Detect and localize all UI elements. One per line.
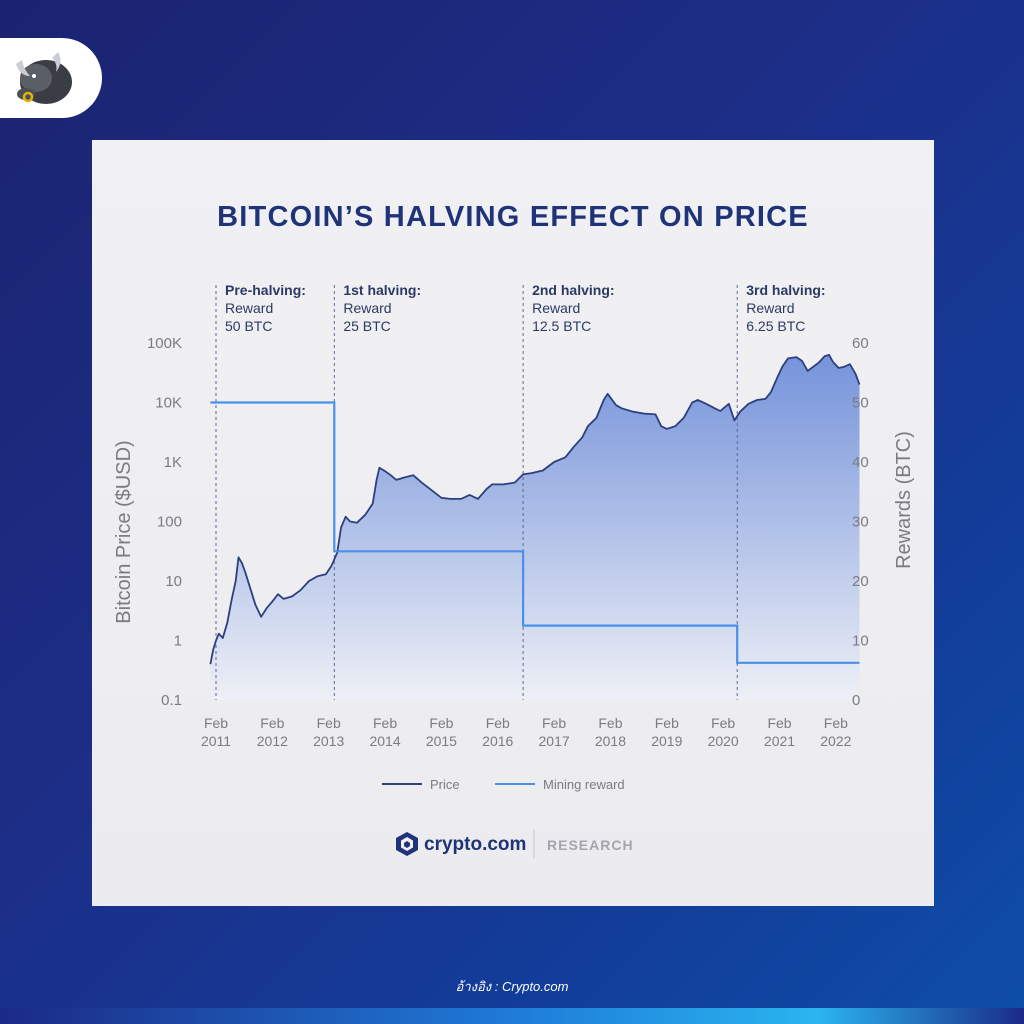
halving-label-amount-0: 50 BTC <box>225 318 272 334</box>
x-tick-month: Feb <box>260 715 284 731</box>
halving-label-title-1: 1st halving: <box>343 282 421 298</box>
halving-label-title-3: 3rd halving: <box>746 282 825 298</box>
halving-label-amount-3: 6.25 BTC <box>746 318 805 334</box>
price-area-fill <box>210 354 860 700</box>
y-tick-right: 30 <box>852 514 869 531</box>
y-tick-left: 10K <box>155 395 182 412</box>
x-tick-year: 2018 <box>595 733 626 749</box>
x-tick-year: 2016 <box>482 733 513 749</box>
bull-logo-icon <box>16 52 72 104</box>
x-tick-year: 2019 <box>651 733 682 749</box>
x-tick-month: Feb <box>598 715 622 731</box>
reference-caption: อ้างอิง : Crypto.com <box>455 979 569 994</box>
legend-price-label: Price <box>430 777 460 792</box>
y-tick-left: 1 <box>174 633 182 650</box>
y-axis-left-label: Bitcoin Price ($USD) <box>113 440 135 623</box>
y-tick-left: 10 <box>165 573 182 590</box>
x-tick-year: 2013 <box>313 733 344 749</box>
x-tick-month: Feb <box>824 715 848 731</box>
y-tick-right: 0 <box>852 692 860 709</box>
x-tick-month: Feb <box>317 715 341 731</box>
x-tick-year: 2017 <box>539 733 570 749</box>
x-tick-month: Feb <box>767 715 791 731</box>
halving-label-reward-1: Reward <box>343 300 391 316</box>
crypto-com-brand: crypto.com RESEARCH <box>396 830 634 858</box>
y-axis-right-label: Rewards (BTC) <box>893 431 915 569</box>
chart-legend: Price Mining reward <box>382 777 625 792</box>
x-tick-year: 2015 <box>426 733 457 749</box>
y-tick-right: 40 <box>852 454 869 471</box>
research-label: RESEARCH <box>547 837 634 853</box>
y-tick-left: 100 <box>157 514 182 531</box>
y-tick-left: 0.1 <box>161 692 182 709</box>
x-tick-year: 2012 <box>257 733 288 749</box>
crypto-com-logo-icon <box>396 832 418 856</box>
x-tick-year: 2021 <box>764 733 795 749</box>
x-tick-month: Feb <box>486 715 510 731</box>
y-tick-right: 60 <box>852 335 869 352</box>
price-line <box>209 354 861 665</box>
halving-label-title-0: Pre-halving: <box>225 282 306 298</box>
halving-label-title-2: 2nd halving: <box>532 282 614 298</box>
halving-label-reward-0: Reward <box>225 300 273 316</box>
x-tick-month: Feb <box>655 715 679 731</box>
y-tick-left: 100K <box>147 335 182 352</box>
y-tick-left: 1K <box>164 454 182 471</box>
halving-label-reward-3: Reward <box>746 300 794 316</box>
x-tick-year: 2022 <box>820 733 851 749</box>
x-tick-month: Feb <box>373 715 397 731</box>
x-tick-month: Feb <box>711 715 735 731</box>
y-tick-right: 20 <box>852 573 869 590</box>
chart-card: BITCOIN’S HALVING EFFECT ON PRICE Pre-ha… <box>92 140 934 906</box>
y-tick-right: 50 <box>852 395 869 412</box>
x-tick-month: Feb <box>204 715 228 731</box>
x-tick-month: Feb <box>542 715 566 731</box>
x-tick-year: 2011 <box>201 733 231 749</box>
mining-reward-line <box>210 401 860 664</box>
halving-chart: BITCOIN’S HALVING EFFECT ON PRICE Pre-ha… <box>113 201 915 858</box>
x-tick-year: 2020 <box>708 733 739 749</box>
halving-label-amount-1: 25 BTC <box>343 318 390 334</box>
footer-gradient-bar <box>0 1008 1024 1024</box>
x-tick-month: Feb <box>429 715 453 731</box>
y-tick-right: 10 <box>852 633 869 650</box>
chart-title: BITCOIN’S HALVING EFFECT ON PRICE <box>217 201 809 233</box>
x-tick-year: 2014 <box>369 733 400 749</box>
legend-reward-label: Mining reward <box>543 777 625 792</box>
bull-logo-badge <box>0 38 102 118</box>
crypto-com-logo-text: crypto.com <box>424 834 526 855</box>
halving-label-amount-2: 12.5 BTC <box>532 318 591 334</box>
halving-label-reward-2: Reward <box>532 300 580 316</box>
